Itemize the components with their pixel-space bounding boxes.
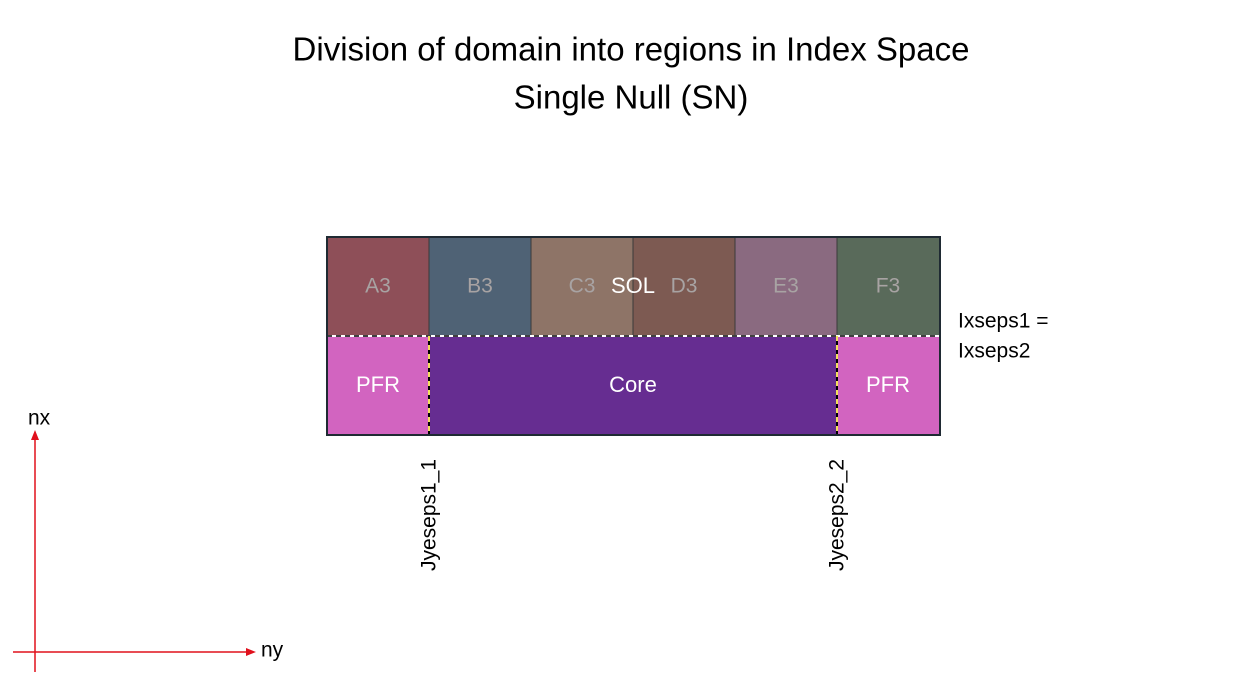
cell-label: C3 <box>569 275 596 298</box>
region-cell <box>633 237 735 336</box>
region-cell <box>531 237 633 336</box>
cell-label: E3 <box>773 275 799 298</box>
region-cell <box>327 237 429 336</box>
cell-label: F3 <box>876 275 901 298</box>
cell-label: PFR <box>356 372 400 397</box>
cell-label: Core <box>609 372 657 397</box>
sol-label: SOL <box>611 273 655 298</box>
axis-arrow <box>31 430 39 440</box>
separatrix-label: Ixseps1 = <box>958 310 1048 333</box>
region-cell <box>429 336 837 435</box>
cell-label: PFR <box>866 372 910 397</box>
domain-border <box>326 236 941 436</box>
axis-arrow <box>246 648 256 656</box>
region-cell <box>327 336 429 435</box>
cell-label: D3 <box>671 275 698 298</box>
separatrix-label: Ixseps2 <box>958 340 1030 363</box>
cell-label: A3 <box>365 275 391 298</box>
title-line: Single Null (SN) <box>514 79 749 116</box>
axis-label: nx <box>28 407 51 430</box>
cell-label: B3 <box>467 275 493 298</box>
region-cell <box>837 237 940 336</box>
axis-label: ny <box>261 639 284 662</box>
cut-label: Jyeseps2_2 <box>826 459 849 571</box>
region-cell <box>735 237 837 336</box>
region-cell <box>837 336 940 435</box>
cut-label: Jyeseps1_1 <box>418 459 441 571</box>
region-cell <box>429 237 531 336</box>
title-line: Division of domain into regions in Index… <box>293 31 970 68</box>
